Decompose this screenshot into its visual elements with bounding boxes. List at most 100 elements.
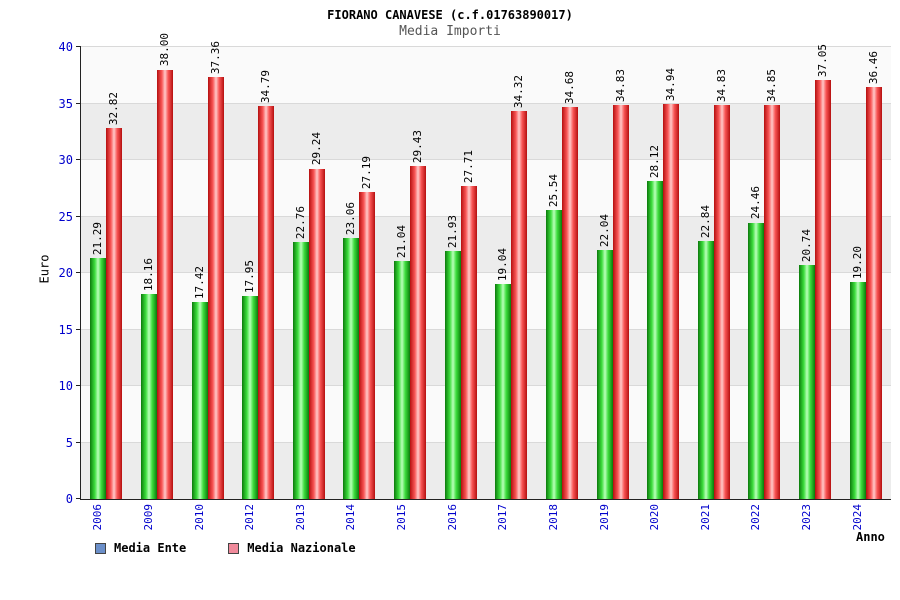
bar-value-label-ente-2023: 20.74 (800, 228, 814, 262)
y-tick-mark (76, 215, 81, 217)
bar-value-label-nazionale-2016: 27.71 (461, 149, 475, 183)
bar-nazionale-2019 (612, 105, 629, 499)
bar-ente-2022 (748, 222, 765, 499)
x-tick-label-2010: 2010 (192, 504, 206, 531)
bar-value-label-nazionale-2010: 37.36 (208, 40, 222, 74)
bar-nazionale-2021 (713, 105, 730, 499)
bar-nazionale-2022 (764, 105, 781, 499)
bar-ente-2009 (140, 293, 157, 499)
gridline (81, 385, 891, 386)
x-tick-label-2024: 2024 (850, 504, 864, 531)
bar-value-label-ente-2019: 22.04 (597, 213, 611, 247)
legend-item-media-nazionale: Media Nazionale (228, 541, 356, 555)
bar-value-label-nazionale-2009: 38.00 (157, 33, 171, 67)
bar-ente-2021 (697, 240, 714, 499)
legend-label-media-nazionale: Media Nazionale (247, 541, 356, 555)
legend-label-media-ente: Media Ente (114, 541, 187, 555)
bar-value-label-ente-2010: 17.42 (192, 266, 206, 300)
y-tick-label: 20 (58, 266, 73, 280)
gridline (81, 159, 891, 160)
y-tick-label: 40 (58, 40, 73, 54)
bar-value-label-nazionale-2019: 34.83 (613, 69, 627, 103)
x-tick-label-2018: 2018 (546, 504, 560, 531)
y-tick-label: 10 (58, 379, 73, 393)
x-tick-label-2015: 2015 (395, 504, 409, 531)
legend-swatch-media-ente (95, 542, 106, 554)
x-tick-label-2013: 2013 (293, 504, 307, 531)
bar-value-label-ente-2014: 23.06 (344, 202, 358, 236)
gridline (81, 328, 891, 330)
y-tick-label: 30 (58, 153, 73, 167)
y-tick-mark (76, 272, 81, 273)
bar-nazionale-2015 (410, 166, 427, 499)
bar-ente-2020 (647, 181, 664, 499)
x-tick-label-2017: 2017 (496, 504, 510, 531)
gridline (81, 441, 891, 443)
bar-ente-2012 (242, 296, 259, 499)
bar-value-label-ente-2020: 28.12 (648, 145, 662, 179)
x-tick-label-2021: 2021 (698, 504, 712, 531)
x-tick-label-2019: 2019 (597, 504, 611, 531)
bar-value-label-ente-2009: 18.16 (141, 257, 155, 291)
bar-value-label-nazionale-2023: 37.05 (816, 44, 830, 78)
bar-value-label-nazionale-2006: 32.82 (107, 92, 121, 126)
y-tick-label: 35 (58, 96, 73, 111)
bar-ente-2010 (191, 302, 208, 499)
legend-item-media-ente: Media Ente (95, 541, 186, 555)
x-tick-label-2014: 2014 (344, 504, 358, 531)
bar-nazionale-2017 (511, 111, 528, 499)
x-tick-label-2012: 2012 (243, 504, 257, 531)
gridline (81, 102, 891, 104)
bar-ente-2024 (849, 282, 866, 499)
bar-nazionale-2023 (815, 80, 832, 499)
bar-value-label-nazionale-2014: 27.19 (360, 155, 374, 189)
y-tick-mark (76, 328, 81, 330)
bar-value-label-nazionale-2018: 34.68 (562, 71, 576, 105)
y-tick-mark (76, 102, 81, 104)
gridline (81, 272, 891, 273)
bar-nazionale-2024 (865, 87, 882, 499)
y-tick-label: 0 (65, 492, 73, 506)
bar-ente-2019 (596, 249, 613, 499)
bar-value-label-ente-2022: 24.46 (749, 186, 763, 220)
gridline (81, 215, 891, 217)
y-tick-mark (76, 159, 81, 160)
plot-area: 0 5 10 15 20 25 30 35 40 21.29 32.82 2006 18.16 38.00… (59, 33, 891, 531)
bar-value-label-ente-2018: 25.54 (546, 174, 560, 208)
chart-subtitle: Media Importi (399, 24, 501, 39)
bar-value-label-nazionale-2012: 34.79 (259, 69, 273, 103)
bar-value-label-ente-2006: 21.29 (91, 222, 105, 256)
bar-nazionale-2020 (663, 104, 680, 499)
x-tick-label-2016: 2016 (445, 504, 459, 531)
bar-nazionale-2016 (460, 185, 477, 499)
bar-value-label-ente-2013: 22.76 (293, 205, 307, 239)
y-tick-label: 25 (58, 209, 73, 224)
bar-value-label-nazionale-2021: 34.83 (714, 69, 728, 103)
bar-nazionale-2009 (156, 69, 173, 499)
x-tick-label-2006: 2006 (91, 504, 105, 531)
x-tick-label-2023: 2023 (800, 504, 814, 531)
bar-nazionale-2012 (258, 105, 275, 499)
y-tick-mark (76, 385, 81, 386)
bar-value-label-ente-2015: 21.04 (395, 225, 409, 259)
bar-value-label-ente-2016: 21.93 (445, 215, 459, 249)
bar-nazionale-2014 (359, 191, 376, 499)
bar-value-label-ente-2024: 19.20 (850, 245, 864, 280)
bar-nazionale-2006 (106, 128, 123, 499)
legend-swatch-media-nazionale (228, 542, 240, 554)
bar-value-label-ente-2012: 17.95 (243, 260, 257, 294)
chart-title: FIORANO CANAVESE (c.f.01763890017) (327, 8, 573, 22)
bar-ente-2015 (394, 261, 411, 499)
gridline (81, 46, 891, 47)
bar-nazionale-2010 (207, 76, 224, 499)
bar-ente-2018 (545, 210, 562, 499)
bar-value-label-ente-2017: 19.04 (496, 247, 510, 281)
bar-ente-2006 (90, 258, 107, 499)
bar-value-label-nazionale-2020: 34.94 (664, 68, 678, 102)
bar-value-label-nazionale-2015: 29.43 (411, 130, 425, 164)
y-tick-mark (76, 441, 81, 443)
bar-value-label-nazionale-2013: 29.24 (309, 132, 323, 166)
x-tick-label-2022: 2022 (749, 504, 763, 531)
bar-ente-2017 (495, 283, 512, 499)
y-tick-mark (76, 498, 81, 499)
